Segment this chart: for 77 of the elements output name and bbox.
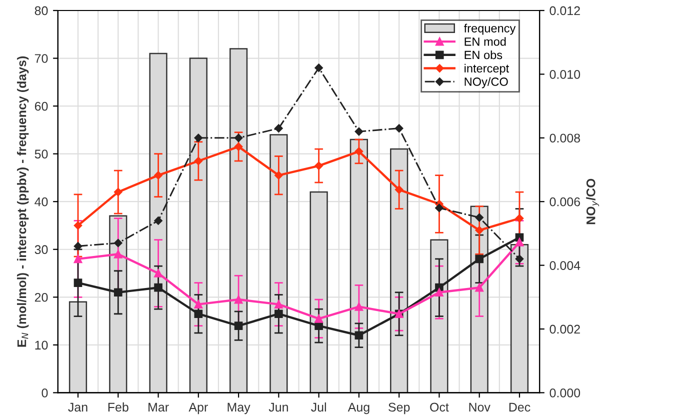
point <box>274 300 283 308</box>
point <box>74 254 82 264</box>
point <box>475 283 484 292</box>
point <box>154 269 162 278</box>
y-tick-label: 50 <box>34 150 48 158</box>
y2-tick-label: 0.012 <box>550 6 580 16</box>
point <box>274 310 283 318</box>
point <box>515 238 524 246</box>
point <box>515 254 524 264</box>
point <box>274 171 283 180</box>
x-tick-label: Apr <box>188 402 208 414</box>
point <box>114 250 122 258</box>
y-tick-label: 80 <box>34 6 48 16</box>
x-tick-label: May <box>228 402 250 414</box>
y-tick-label: 70 <box>34 54 48 63</box>
point <box>435 288 444 297</box>
point <box>475 213 484 222</box>
point <box>234 295 243 304</box>
x-tick-label: Dec <box>509 402 530 412</box>
point <box>114 188 122 196</box>
x-tick-label: Jul <box>311 402 326 412</box>
point <box>475 254 484 264</box>
point <box>154 216 162 225</box>
point <box>194 310 203 318</box>
x-tick-label: Nov <box>469 402 490 412</box>
point <box>194 134 203 142</box>
point <box>435 204 444 212</box>
x-tick-label: Jun <box>268 402 288 412</box>
y2-tick-label: 0.006 <box>550 197 580 206</box>
point <box>114 288 122 297</box>
point <box>194 300 203 308</box>
point <box>515 214 524 222</box>
point <box>354 331 364 340</box>
point <box>354 147 364 156</box>
point <box>475 226 484 234</box>
y-tick-label: 20 <box>34 292 48 302</box>
y2-tick-label: 0.004 <box>550 261 580 270</box>
point <box>394 186 404 194</box>
point <box>154 283 162 292</box>
point <box>154 171 162 180</box>
x-tick-label: Oct <box>430 402 449 412</box>
point <box>234 142 243 151</box>
point <box>74 242 82 250</box>
point <box>74 221 82 230</box>
point <box>234 322 243 330</box>
point <box>114 238 122 248</box>
point <box>74 278 82 287</box>
legend-label: EN obs <box>464 50 502 60</box>
x-tick-label: Aug <box>348 402 370 414</box>
x-tick-label: Jan <box>68 402 88 412</box>
x-tick-label: Mar <box>148 402 169 412</box>
y-axis-title: E$_{N}$ (mol/mol) - intercept (ppbv) - frequency (days) <box>17 56 29 347</box>
point <box>354 302 364 311</box>
legend-label: EN mod <box>464 37 506 46</box>
y2-axis-title: NO$_{y}$/CO <box>586 178 600 224</box>
x-tick-label: Sep <box>388 402 410 414</box>
point <box>194 156 203 166</box>
x-tick-label: Feb <box>108 402 128 412</box>
legend-label: frequency <box>464 24 516 35</box>
y2-tick-label: 0.000 <box>550 388 580 398</box>
point <box>314 314 323 323</box>
y-tick-label: 0 <box>42 388 48 398</box>
legend-label: NOy/CO <box>464 77 508 88</box>
y-tick-label: 40 <box>34 197 48 206</box>
point <box>314 162 323 170</box>
point <box>394 124 404 132</box>
point <box>354 127 364 136</box>
point <box>314 64 323 72</box>
y-tick-label: 10 <box>35 340 48 350</box>
legend-label: intercept <box>464 64 510 75</box>
y2-tick-label: 0.002 <box>550 324 580 334</box>
y2-tick-label: 0.010 <box>550 70 580 79</box>
y-tick-label: 60 <box>34 102 48 111</box>
point <box>274 124 283 132</box>
y2-tick-label: 0.008 <box>550 134 580 143</box>
y-tick-label: 30 <box>34 245 48 254</box>
point <box>234 134 243 142</box>
